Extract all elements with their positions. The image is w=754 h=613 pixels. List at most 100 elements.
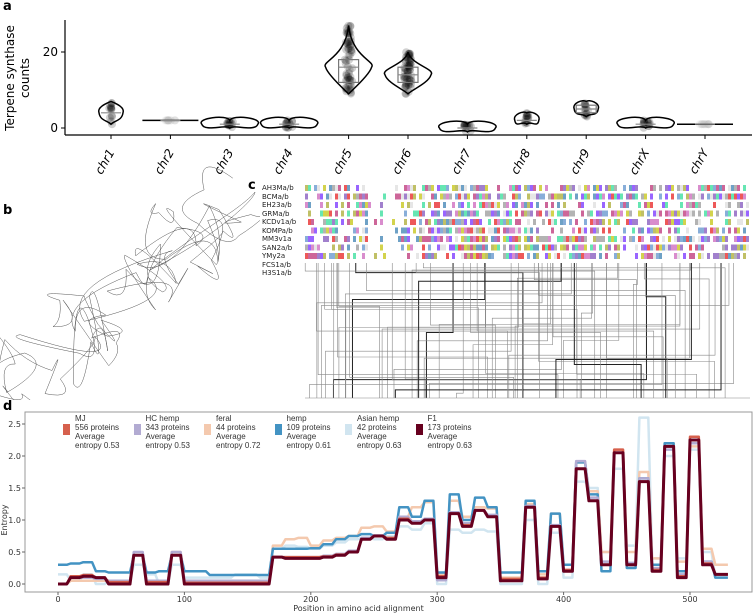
alignment-cell: [374, 253, 377, 259]
alignment-cell: [743, 253, 746, 259]
alignment-cell: [353, 210, 356, 217]
alignment-cell: [689, 244, 692, 251]
data-point: [342, 71, 351, 80]
alignment-cell: [563, 202, 566, 208]
alignment-cell: [521, 202, 524, 208]
alignment-cell: [740, 210, 743, 217]
alignment-cell: [599, 244, 602, 251]
alignment-cell: [632, 236, 635, 242]
alignment-cell: [305, 193, 308, 200]
alignment-cell: [593, 253, 596, 259]
alignment-cell: [491, 202, 494, 208]
alignment-cell: [539, 193, 542, 200]
alignment-cell: [374, 219, 377, 225]
legend-entropy: Average entropy 0.53: [75, 432, 120, 450]
alignment-cell: [557, 210, 560, 217]
alignment-cell: [518, 236, 521, 242]
alignment-cell: [497, 227, 500, 234]
alignment-cell: [446, 253, 449, 259]
alignment-cell: [590, 227, 593, 234]
alignment-cell: [455, 193, 458, 200]
alignment-cell: [659, 185, 662, 191]
tree-branch: [563, 263, 620, 398]
alignment-cell: [578, 185, 581, 191]
alignment-cell: [554, 219, 557, 225]
alignment-cell: [530, 210, 533, 217]
data-point: [341, 83, 350, 92]
tree-branch: [538, 263, 676, 398]
alignment-cell: [401, 227, 404, 234]
alignment-cell: [494, 236, 497, 242]
alignment-cell: [359, 202, 362, 208]
alignment-cell: [560, 227, 563, 234]
data-point: [348, 64, 357, 73]
data-point: [407, 75, 416, 84]
alignment-cell: [545, 236, 548, 242]
alignment-cell: [518, 253, 521, 259]
alignment-cell: [602, 193, 605, 200]
alignment-cell: [530, 185, 533, 191]
alignment-cell: [479, 236, 482, 242]
tree-branch: [345, 263, 572, 398]
alignment-cell: [536, 210, 539, 217]
alignment-cell: [425, 219, 428, 225]
alignment-cell: [659, 244, 662, 251]
alignment-cell: [485, 253, 488, 259]
alignment-cell: [362, 210, 365, 217]
alignment-cell: [494, 244, 497, 251]
alignment-cell: [575, 253, 578, 259]
tree-branch: [366, 263, 686, 398]
alignment-cell: [722, 193, 725, 200]
alignment-cell: [593, 219, 596, 225]
alignment-cell: [335, 227, 338, 234]
alignment-cell: [659, 193, 662, 200]
data-point: [344, 40, 353, 49]
alignment-cell: [698, 244, 701, 251]
tree-branch: [317, 263, 559, 398]
alignment-cell: [620, 202, 623, 208]
y-axis-label: counts: [18, 58, 32, 98]
alignment-cell: [455, 244, 458, 251]
alignment-cell: [539, 185, 542, 191]
alignment-cell: [545, 185, 548, 191]
alignment-cell: [449, 227, 452, 234]
alignment-cell: [647, 244, 650, 251]
alignment-cell: [647, 202, 650, 208]
alignment-cell: [707, 185, 710, 191]
alignment-cell: [647, 210, 650, 217]
alignment-cell: [527, 202, 530, 208]
alignment-cell: [698, 210, 701, 217]
alignment-cell: [497, 219, 500, 225]
alignment-cell: [623, 227, 626, 234]
alignment-cell: [725, 193, 728, 200]
alignment-cell: [341, 244, 344, 251]
panel-label-c: c: [248, 178, 256, 193]
alignment-cell: [431, 210, 434, 217]
legend-swatch: [345, 424, 352, 435]
alignment-cell: [743, 244, 746, 251]
legend-count: 109 proteins: [286, 423, 331, 432]
alignment-cell: [356, 185, 359, 191]
alignment-cell: [587, 185, 590, 191]
alignment-cell: [584, 227, 587, 234]
tree-branch: [516, 263, 619, 398]
alignment-cell: [332, 244, 335, 251]
legend-swatch: [133, 424, 141, 435]
alignment-cell: [653, 185, 656, 191]
alignment-cell: [650, 227, 653, 234]
alignment-cell: [506, 253, 509, 259]
alignment-cell: [482, 253, 485, 259]
alignment-cell: [311, 236, 314, 242]
alignment-cell: [722, 253, 725, 259]
alignment-cell: [632, 185, 635, 191]
alignment-cell: [656, 244, 659, 251]
alignment-cell: [584, 244, 587, 251]
tree-branch: [393, 263, 562, 398]
alignment-cell: [440, 185, 443, 191]
alignment-cell: [359, 193, 362, 200]
alignment-cell: [695, 202, 698, 208]
graph-edges: [0, 166, 260, 400]
alignment-cell: [455, 210, 458, 217]
alignment-cell: [452, 244, 455, 251]
